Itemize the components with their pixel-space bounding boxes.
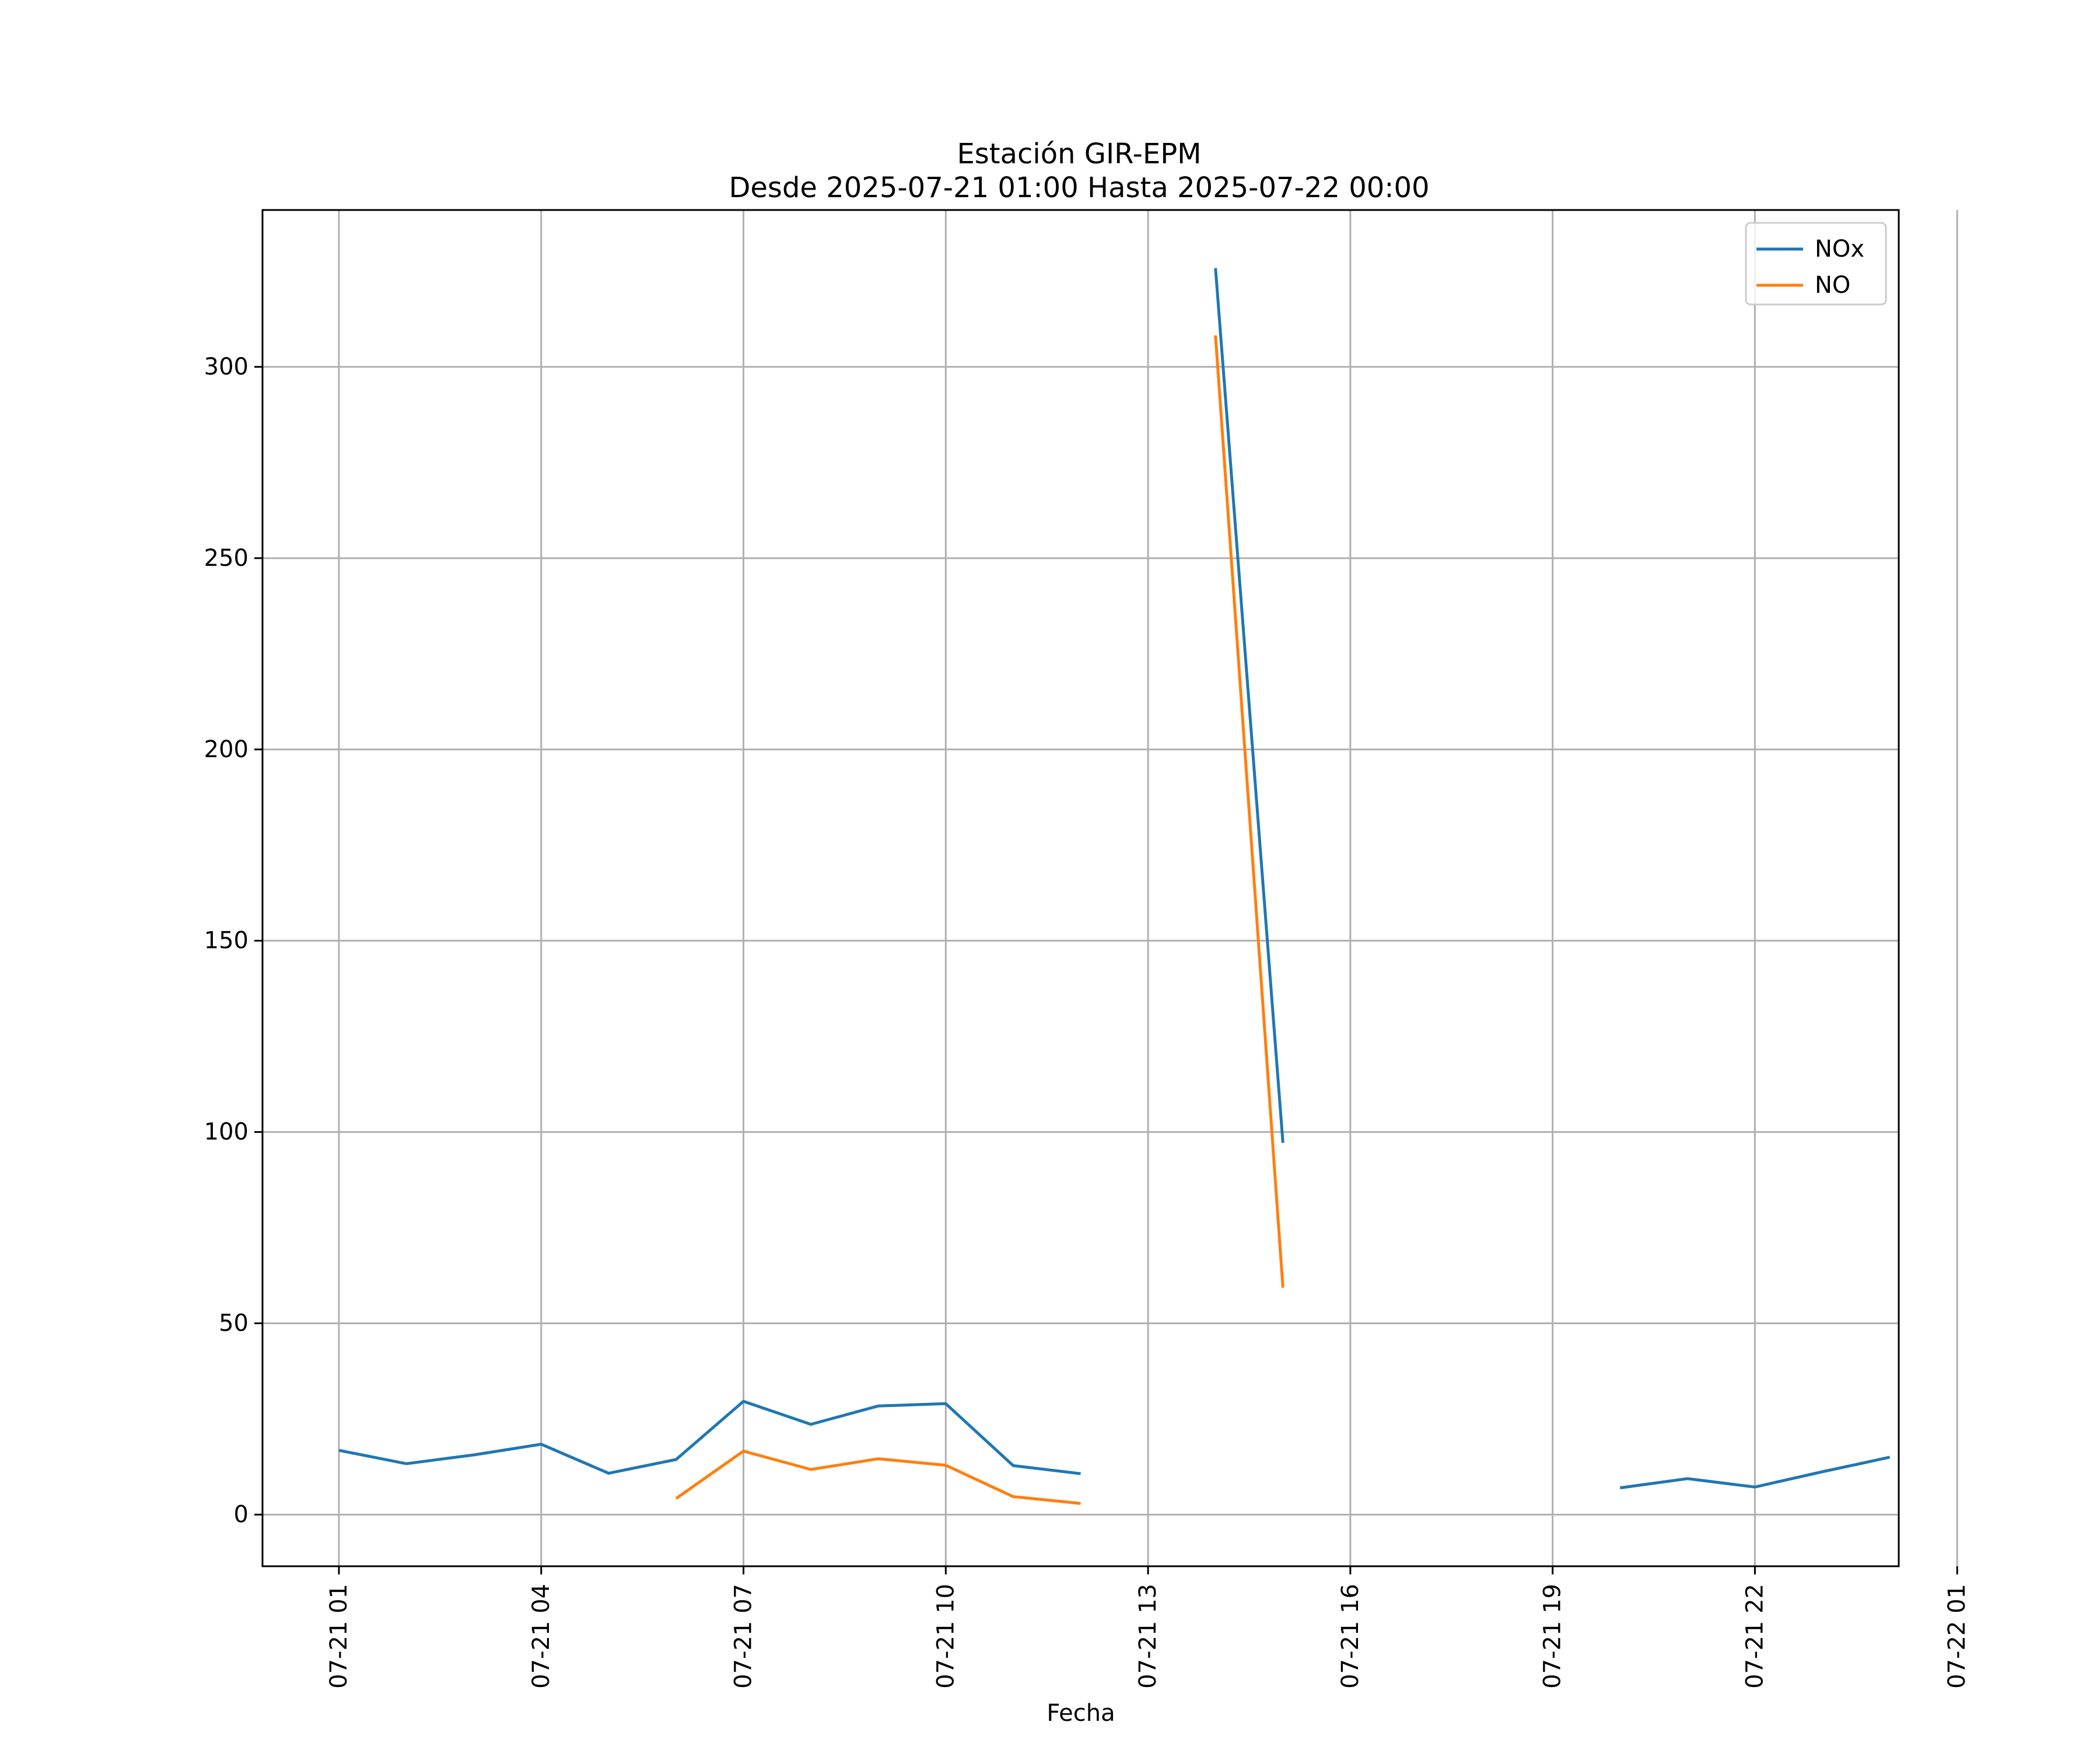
x-tick-label: 07-21 07 xyxy=(730,1584,757,1689)
legend-label-no: NO xyxy=(1815,272,1850,299)
x-tick-label: 07-21 19 xyxy=(1539,1584,1566,1689)
y-tick-label: 250 xyxy=(204,545,249,572)
series-line-no xyxy=(1214,335,1284,1288)
x-tick-label: 07-21 13 xyxy=(1135,1584,1161,1689)
x-axis-ticks: 07-21 01 07-21 04 07-21 07 07-21 10 07-21 13… xyxy=(326,1566,1971,1689)
series-nox xyxy=(338,268,1891,1490)
series-line-nox xyxy=(338,1399,1081,1475)
y-tick-label: 100 xyxy=(204,1119,249,1146)
series-line-nox xyxy=(1619,1455,1891,1490)
x-tick-label: 07-21 01 xyxy=(326,1584,352,1689)
y-axis-ticks: 0 50 100 150 200 250 300 xyxy=(204,354,262,1528)
x-tick-label: 07-22 01 xyxy=(1944,1584,1971,1689)
x-tick-label: 07-21 10 xyxy=(932,1584,959,1689)
x-tick-label: 07-21 16 xyxy=(1337,1584,1364,1689)
chart-title: Estación GIR-EPM xyxy=(957,138,1201,170)
x-tick-label: 07-21 22 xyxy=(1741,1584,1768,1689)
y-tick-label: 0 xyxy=(234,1501,249,1528)
x-axis-label: Fecha xyxy=(1046,1700,1115,1727)
y-tick-label: 50 xyxy=(219,1310,249,1337)
series-layer xyxy=(338,268,1891,1505)
chart-subtitle: Desde 2025-07-21 01:00 Hasta 2025-07-22 … xyxy=(729,172,1429,204)
series-line-nox xyxy=(1214,268,1284,1143)
x-tick-label: 07-21 04 xyxy=(528,1584,555,1689)
legend: NOx NO xyxy=(1745,222,1887,306)
y-tick-label: 300 xyxy=(204,354,249,380)
plot-frame xyxy=(261,209,1900,1567)
y-tick-label: 150 xyxy=(204,928,249,954)
series-line-no xyxy=(675,1450,1081,1505)
grid-layer xyxy=(262,210,1958,1566)
series-no xyxy=(675,335,1284,1505)
legend-label-nox: NOx xyxy=(1815,236,1864,262)
y-tick-label: 200 xyxy=(204,736,249,763)
